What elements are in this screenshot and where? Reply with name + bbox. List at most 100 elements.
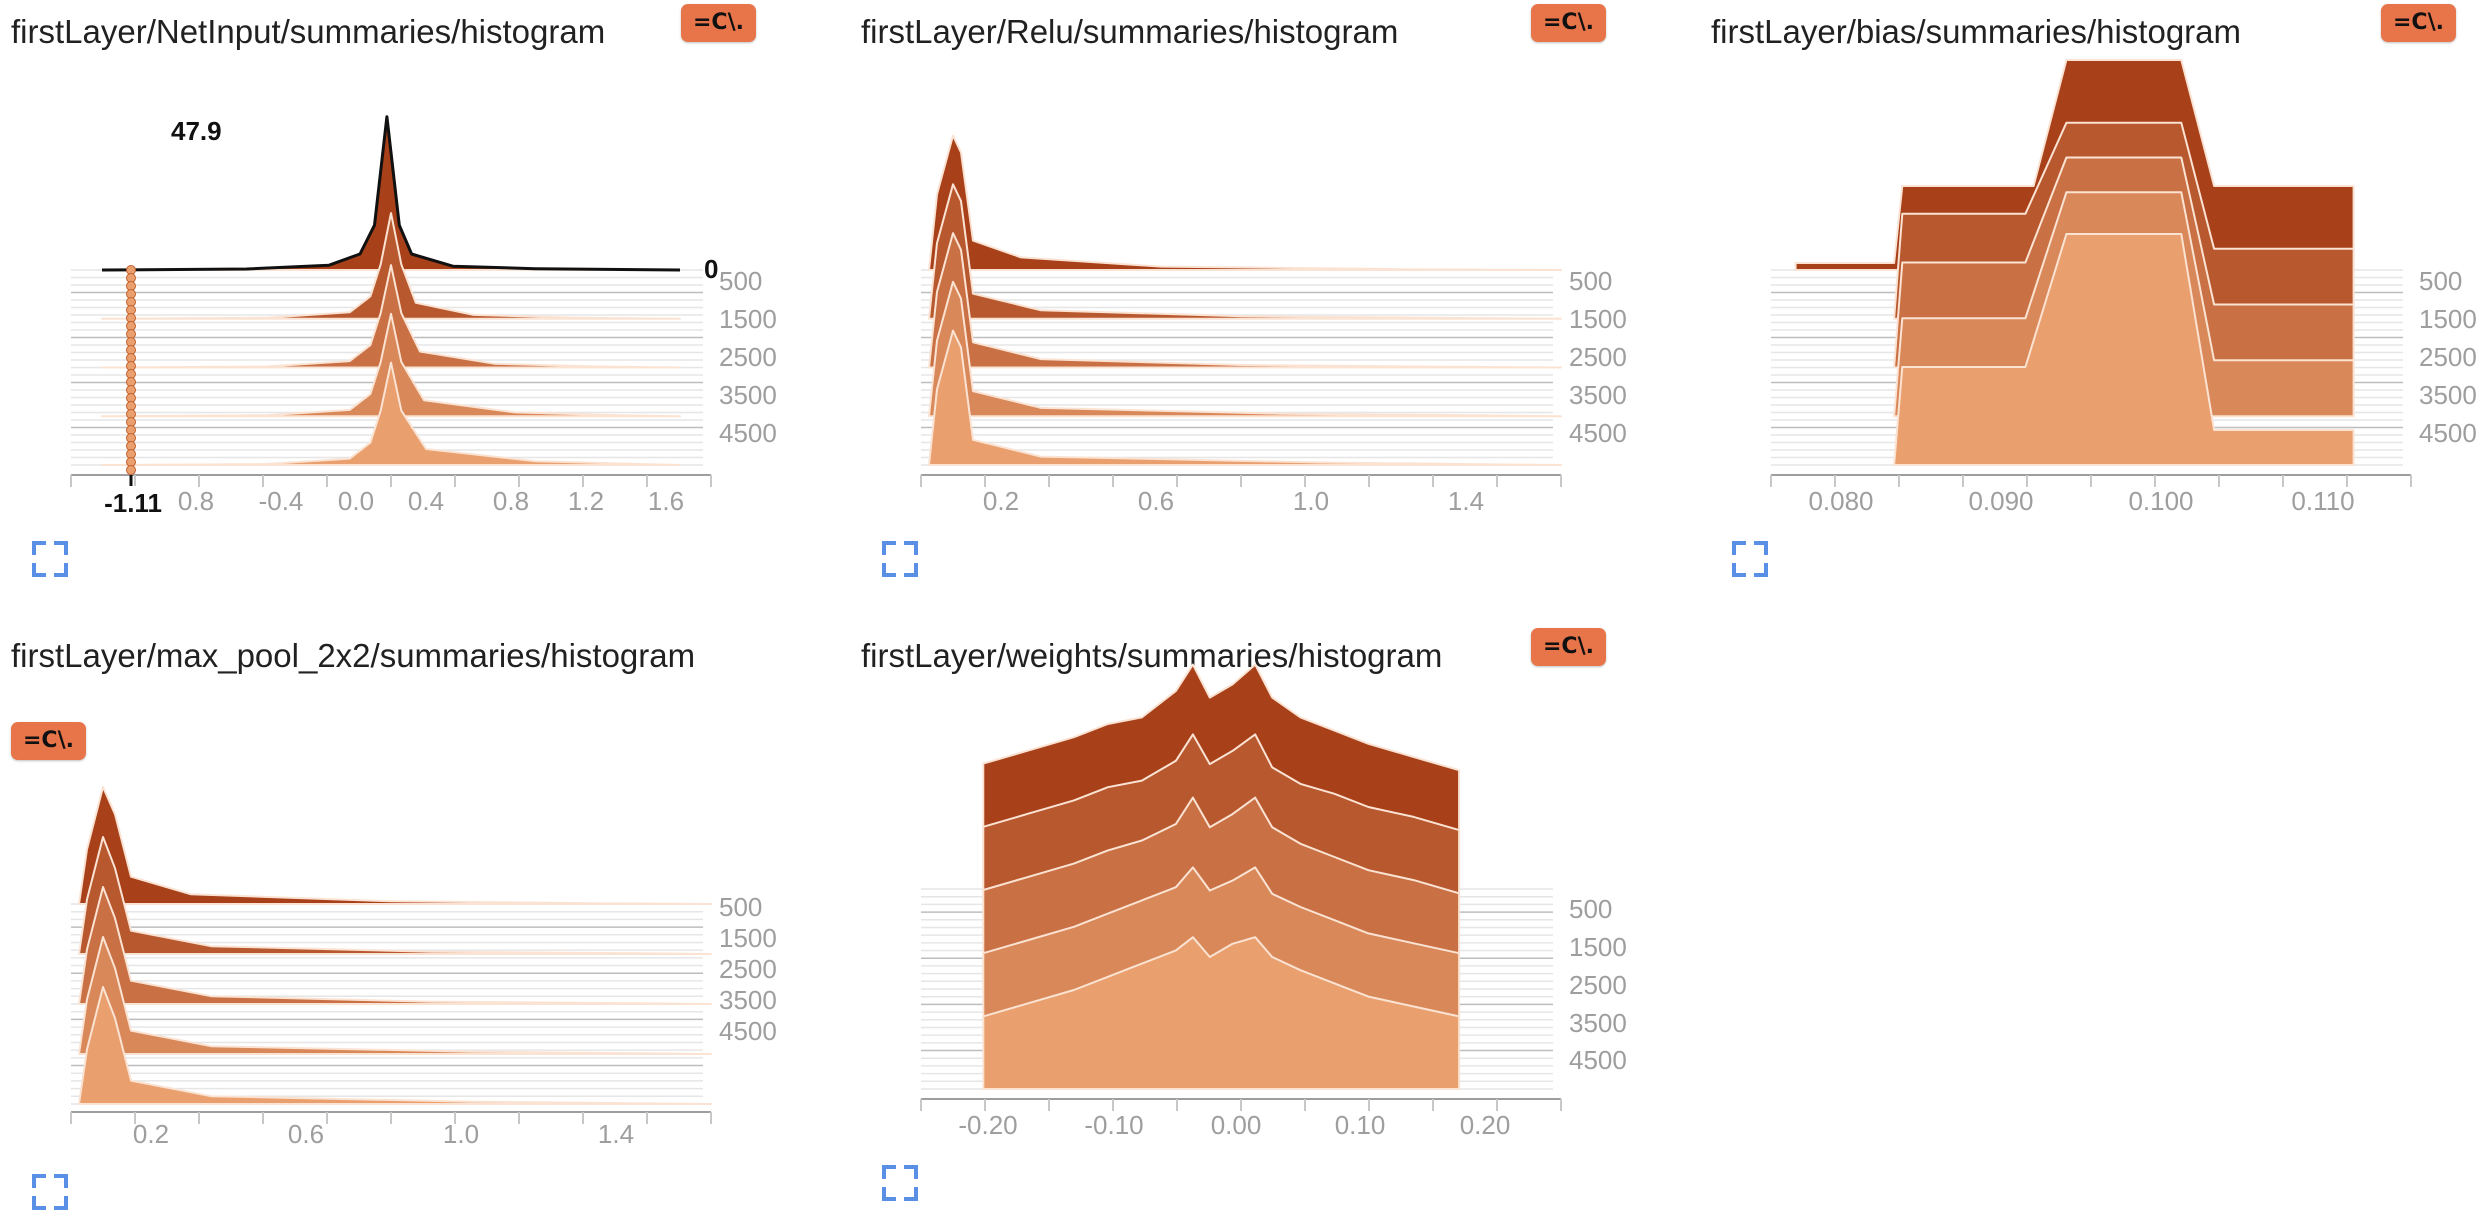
histogram-series-step-0 bbox=[78, 786, 712, 905]
x-tick-label: -0.4 bbox=[259, 486, 304, 516]
run-badge[interactable]: =C\. bbox=[1531, 628, 1606, 666]
histogram-series-group bbox=[1794, 59, 2355, 466]
x-tick-label: 0.6 bbox=[1138, 486, 1174, 516]
step-axis: 500 1500 2500 3500 4500 bbox=[1569, 266, 1627, 448]
fullscreen-icon-corners bbox=[32, 541, 68, 577]
x-tick-label: 0.090 bbox=[1968, 486, 2033, 516]
histogram-card-weights: firstLayer/weights/summaries/histogram =… bbox=[861, 624, 1691, 1230]
x-tick-label: 0.00 bbox=[1211, 1110, 1262, 1140]
expand-button[interactable] bbox=[1731, 540, 1769, 578]
x-tick-label: 0.0 bbox=[338, 486, 374, 516]
run-badge[interactable]: =C\. bbox=[2381, 4, 2456, 42]
fullscreen-icon-corners bbox=[1732, 541, 1768, 577]
x-axis: 0.2 0.6 1.0 1.4 bbox=[70, 1111, 712, 1149]
run-badge[interactable]: =C\. bbox=[681, 4, 756, 42]
run-badge[interactable]: =C\. bbox=[11, 722, 86, 760]
histogram-chart-relu[interactable]: 0.2 0.6 1.0 1.4 500 1500 2500 3500 4500 bbox=[861, 80, 1627, 520]
histogram-series-step-3600 bbox=[928, 280, 1562, 418]
step-tick-label: 2500 bbox=[719, 342, 777, 372]
step-tick-label: 2500 bbox=[719, 954, 777, 984]
x-tick-label: 1.4 bbox=[1448, 486, 1484, 516]
step-tick-label: 500 bbox=[719, 266, 762, 296]
fullscreen-icon-corners bbox=[882, 1165, 918, 1201]
step-tick-label: 4500 bbox=[2419, 418, 2477, 448]
x-tick-label: 0.2 bbox=[133, 1119, 169, 1149]
step-tick-label: 500 bbox=[1569, 266, 1612, 296]
step-tick-label: 4500 bbox=[1569, 418, 1627, 448]
x-tick-label: 1.0 bbox=[443, 1119, 479, 1149]
histogram-series-step-1200 bbox=[78, 836, 712, 955]
x-tick-label: 1.2 bbox=[568, 486, 604, 516]
hover-marker-dot bbox=[126, 465, 136, 475]
x-tick-label: 1.6 bbox=[648, 486, 684, 516]
hover-x-label-bg bbox=[95, 486, 175, 520]
histogram-series-step-3600 bbox=[78, 936, 712, 1055]
step-tick-label: 3500 bbox=[719, 985, 777, 1015]
x-tick-label: 0.8 bbox=[493, 486, 529, 516]
x-axis: 0.2 0.6 1.0 1.4 bbox=[920, 474, 1562, 516]
chart-title: firstLayer/max_pool_2x2/summaries/histog… bbox=[11, 637, 696, 674]
histogram-card-maxpool: firstLayer/max_pool_2x2/summaries/histog… bbox=[11, 624, 841, 1230]
histogram-chart-weights[interactable]: -0.20 -0.10 0.00 0.10 0.20 500 1500 2500 3500 450… bbox=[861, 663, 1627, 1144]
chart-title: firstLayer/bias/summaries/histogram bbox=[1711, 13, 2241, 50]
step-tick-label: 4500 bbox=[1569, 1045, 1627, 1075]
step-tick-label: 2500 bbox=[1569, 342, 1627, 372]
step-tick-label: 500 bbox=[2419, 266, 2462, 296]
expand-button[interactable] bbox=[881, 540, 919, 578]
histogram-series-group bbox=[101, 115, 681, 466]
step-tick-label: 500 bbox=[1569, 894, 1612, 924]
x-tick-label: 0.20 bbox=[1460, 1110, 1511, 1140]
fullscreen-icon-corners bbox=[882, 541, 918, 577]
x-tick-label: -0.10 bbox=[1084, 1110, 1143, 1140]
step-tick-label: 2500 bbox=[1569, 970, 1627, 1000]
x-axis: 0.080 0.090 0.100 0.110 bbox=[1770, 474, 2412, 516]
hovered-step-outline bbox=[101, 115, 681, 272]
step-tick-label: 4500 bbox=[719, 1016, 777, 1046]
step-tick-label: 1500 bbox=[1569, 304, 1627, 334]
step-tick-label: 2500 bbox=[2419, 342, 2477, 372]
histogram-series-step-4800 bbox=[1893, 233, 2355, 466]
step-tick-label: 4500 bbox=[719, 418, 777, 448]
chart-title: firstLayer/Relu/summaries/histogram bbox=[861, 13, 1399, 50]
histogram-series-step-2400 bbox=[928, 232, 1562, 369]
x-tick-label: 0.080 bbox=[1808, 486, 1873, 516]
histogram-card-netinput: firstLayer/NetInput/summaries/histogram … bbox=[11, 0, 841, 620]
histogram-chart-netinput[interactable]: 0.8 -0.4 0.0 0.4 0.8 1.2 1.6 500 1500 2500 3500 450… bbox=[11, 80, 777, 520]
histogram-card-relu: firstLayer/Relu/summaries/histogram =C\.… bbox=[861, 0, 1691, 620]
histogram-chart-bias[interactable]: 0.080 0.090 0.100 0.110 500 1500 2500 3500 4500 bbox=[1711, 59, 2477, 520]
x-tick-label: 0.4 bbox=[408, 486, 444, 516]
histogram-series-step-1200 bbox=[928, 183, 1562, 320]
histogram-series-group bbox=[928, 134, 1562, 466]
x-tick-label: 0.8 bbox=[178, 486, 214, 516]
histogram-series-step-4800 bbox=[982, 936, 1461, 1090]
step-tick-label: 3500 bbox=[1569, 380, 1627, 410]
expand-button[interactable] bbox=[31, 1173, 69, 1211]
hover-count-label: 47.9 bbox=[171, 116, 222, 146]
x-axis: 0.8 -0.4 0.0 0.4 0.8 1.2 1.6 bbox=[70, 474, 712, 516]
x-tick-label: 1.0 bbox=[1293, 486, 1329, 516]
fullscreen-icon bbox=[882, 1165, 918, 1201]
chart-title: firstLayer/weights/summaries/histogram bbox=[861, 637, 1443, 674]
histogram-series-step-4800 bbox=[101, 361, 681, 466]
x-tick-label: 0.10 bbox=[1335, 1110, 1386, 1140]
fullscreen-icon-corners bbox=[32, 1174, 68, 1210]
fullscreen-icon bbox=[32, 541, 68, 577]
fullscreen-icon bbox=[32, 1174, 68, 1210]
run-badge[interactable]: =C\. bbox=[1531, 4, 1606, 42]
expand-button[interactable] bbox=[881, 1164, 919, 1202]
histogram-series-group bbox=[78, 786, 712, 1105]
step-tick-label: 500 bbox=[719, 892, 762, 922]
histogram-card-bias: firstLayer/bias/summaries/histogram =C\.… bbox=[1711, 0, 2477, 620]
step-tick-label: 1500 bbox=[719, 923, 777, 953]
expand-button[interactable] bbox=[31, 540, 69, 578]
step-tick-label: 3500 bbox=[2419, 380, 2477, 410]
x-axis: -0.20 -0.10 0.00 0.10 0.20 bbox=[920, 1098, 1562, 1140]
x-tick-label: 1.4 bbox=[598, 1119, 634, 1149]
step-tick-label: 1500 bbox=[719, 304, 777, 334]
histogram-series-group bbox=[982, 663, 1461, 1090]
x-tick-label: -0.20 bbox=[958, 1110, 1017, 1140]
